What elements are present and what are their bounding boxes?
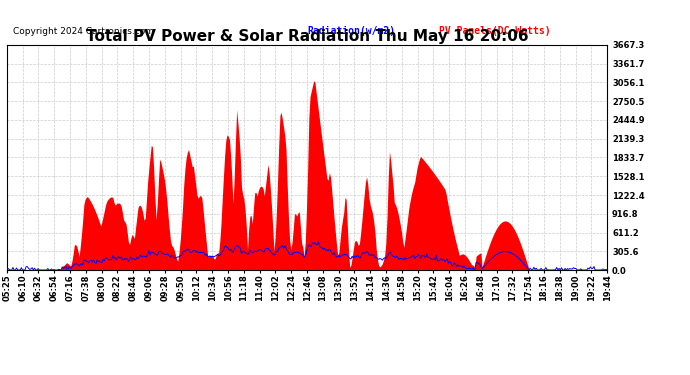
Title: Total PV Power & Solar Radiation Thu May 16 20:06: Total PV Power & Solar Radiation Thu May…: [86, 29, 529, 44]
Text: Radiation(w/m2): Radiation(w/m2): [307, 26, 395, 36]
Text: Copyright 2024 Cartronics.com: Copyright 2024 Cartronics.com: [13, 27, 154, 36]
Text: PV Panels(DC Watts): PV Panels(DC Watts): [439, 26, 551, 36]
